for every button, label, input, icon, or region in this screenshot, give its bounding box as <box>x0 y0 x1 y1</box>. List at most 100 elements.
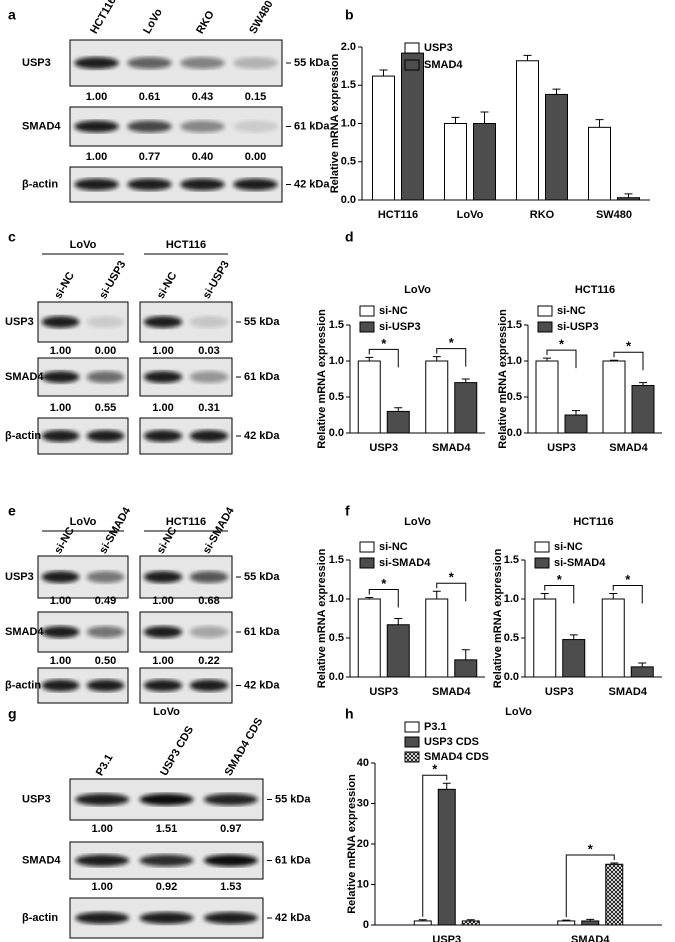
significance-label: * <box>432 762 438 777</box>
kda-label: 55 kDa <box>244 316 280 328</box>
kda-label: 55 kDa <box>275 793 311 805</box>
error-bar <box>610 359 618 361</box>
quantification: 1.51 <box>156 823 177 835</box>
y-tick-label: 1.5 <box>507 319 522 331</box>
protein-label: β-actin <box>22 912 58 924</box>
protein-label: SMAD4 <box>22 120 61 132</box>
bar <box>454 382 478 434</box>
bar <box>588 126 611 201</box>
significance-label: * <box>588 841 594 856</box>
error-bar <box>480 111 489 124</box>
x-tick-label: USP3 <box>369 686 398 698</box>
lane-label: P3.1 <box>94 752 116 778</box>
x-tick-label: SMAD4 <box>608 686 647 698</box>
legend-label: si-NC <box>554 541 583 553</box>
blot-band <box>203 793 258 806</box>
quantification: 0.50 <box>95 655 116 667</box>
error-bar <box>432 590 441 599</box>
y-axis-label: Relative mRNA expression <box>316 309 328 449</box>
quantification: 1.00 <box>50 655 71 667</box>
blot-band <box>189 626 229 638</box>
blot-band <box>139 854 194 867</box>
blot-band <box>139 912 194 924</box>
lane-label: si-NC <box>155 270 180 301</box>
error-bar <box>523 54 532 61</box>
blot-band <box>41 571 80 583</box>
legend-label: si-NC <box>379 305 408 317</box>
quantification: 0.77 <box>139 151 160 163</box>
blot-band <box>86 430 125 442</box>
error-bar <box>365 356 374 361</box>
lane-label: SW480 <box>247 0 275 36</box>
x-tick-label: SMAD4 <box>571 934 610 942</box>
quantification: 0.97 <box>220 823 241 835</box>
error-bar <box>562 919 571 921</box>
quantification: 1.00 <box>86 91 107 103</box>
lane-label: si-NC <box>52 525 77 556</box>
blot-band <box>143 430 183 442</box>
blot-band <box>203 912 258 924</box>
y-tick-label: 1.0 <box>329 593 344 605</box>
significance-bracket <box>612 585 643 604</box>
quantification: 0.61 <box>139 91 160 103</box>
quantification: 0.31 <box>198 402 219 414</box>
kda-label: 61 kDa <box>244 626 280 638</box>
blot-band <box>189 430 229 442</box>
panel-label: a <box>8 7 16 23</box>
quantification: 1.00 <box>91 881 112 893</box>
significance-label: * <box>557 572 563 587</box>
kda-label: 42 kDa <box>244 430 280 442</box>
quantification: 1.00 <box>50 345 71 357</box>
y-tick-label: 0.5 <box>329 632 344 644</box>
legend-swatch <box>404 751 420 763</box>
y-tick-label: 1.0 <box>507 355 522 367</box>
error-bar <box>610 862 619 865</box>
bar <box>413 920 432 926</box>
error-bar <box>442 782 451 790</box>
blot-band <box>143 571 183 583</box>
bar <box>386 410 410 434</box>
y-tick-label: 1.0 <box>329 355 344 367</box>
y-tick-label: 1.5 <box>329 319 344 331</box>
significance-bracket <box>368 348 399 368</box>
lane-label: si-NC <box>52 270 77 301</box>
bar <box>454 659 478 678</box>
significance-bracket <box>613 351 644 371</box>
legend-label: USP3 <box>424 42 453 54</box>
legend-label: SMAD4 <box>424 59 463 71</box>
blot-band <box>86 571 125 583</box>
blot-band <box>74 120 119 133</box>
x-tick-label: USP3 <box>432 934 461 942</box>
bar <box>581 920 600 926</box>
y-tick-label: 1.5 <box>329 554 344 566</box>
y-tick-label: 0.0 <box>329 427 344 439</box>
bar <box>562 639 586 678</box>
significance-bracket <box>422 774 448 917</box>
group-label: HCT116 <box>166 239 206 251</box>
legend-swatch <box>359 557 375 569</box>
legend-swatch <box>359 541 375 553</box>
bar <box>425 598 449 678</box>
panel-label: e <box>8 503 16 519</box>
error-bar <box>461 378 470 383</box>
group-label: LoVo <box>70 516 97 528</box>
blot-band <box>189 571 229 583</box>
blot-band <box>189 679 229 692</box>
significance-bracket <box>546 349 577 369</box>
legend-swatch <box>359 321 375 333</box>
quantification: 0.22 <box>198 655 219 667</box>
blot-band <box>139 793 194 806</box>
y-axis-label: Relative mRNA expression <box>346 774 358 914</box>
quantification: 1.00 <box>152 345 173 357</box>
x-tick-label: SMAD4 <box>432 442 471 454</box>
bar <box>535 360 559 434</box>
blot-band <box>127 178 172 191</box>
legend-label: si-SMAD4 <box>554 557 606 569</box>
blot-band <box>41 316 80 328</box>
y-tick-label: 0.5 <box>504 632 519 644</box>
bar <box>357 598 381 678</box>
y-axis-label: Relative mRNA expression <box>329 53 341 193</box>
significance-bracket <box>544 585 575 604</box>
error-bar <box>586 918 595 921</box>
significance-label: * <box>449 335 455 350</box>
